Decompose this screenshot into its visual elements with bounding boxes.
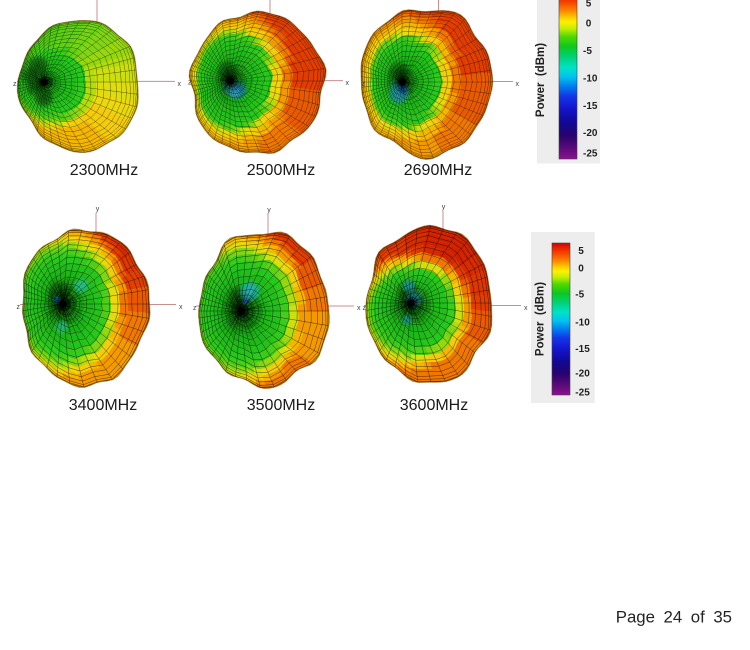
svg-text:5: 5 <box>586 0 592 10</box>
svg-text:3400MHz: 3400MHz <box>69 397 137 414</box>
svg-text:5: 5 <box>578 246 584 257</box>
svg-text:2500MHz: 2500MHz <box>247 162 315 179</box>
svg-text:y: y <box>96 206 100 213</box>
svg-text:3600MHz: 3600MHz <box>400 397 468 414</box>
svg-text:Power (dBm): Power (dBm) <box>535 43 547 117</box>
svg-text:z: z <box>188 80 192 87</box>
svg-text:z: z <box>363 305 367 312</box>
svg-text:-25: -25 <box>583 149 598 160</box>
svg-text:x: x <box>179 304 183 311</box>
svg-text:x: x <box>524 305 528 312</box>
svg-text:z: z <box>17 304 21 311</box>
svg-text:y: y <box>442 204 446 211</box>
svg-text:2300MHz: 2300MHz <box>70 162 138 179</box>
svg-text:-15: -15 <box>583 101 598 112</box>
svg-text:Power (dBm): Power (dBm) <box>535 282 547 356</box>
svg-text:x: x <box>357 305 361 312</box>
svg-text:-10: -10 <box>583 74 598 85</box>
svg-text:0: 0 <box>578 264 584 275</box>
svg-text:x: x <box>516 81 520 88</box>
svg-text:Page 24 of 35: Page 24 of 35 <box>616 608 732 627</box>
svg-text:z: z <box>13 81 17 88</box>
svg-text:-5: -5 <box>583 46 592 57</box>
svg-text:3500MHz: 3500MHz <box>247 397 315 414</box>
svg-text:z: z <box>193 305 197 312</box>
svg-text:y: y <box>267 207 271 214</box>
svg-text:-10: -10 <box>575 318 590 329</box>
svg-text:x: x <box>178 81 182 88</box>
svg-text:0: 0 <box>586 19 592 30</box>
svg-text:2690MHz: 2690MHz <box>404 162 472 179</box>
svg-text:-20: -20 <box>583 128 598 139</box>
svg-text:-25: -25 <box>575 388 590 399</box>
svg-text:z: z <box>362 81 366 88</box>
svg-text:x: x <box>346 80 350 87</box>
svg-text:-15: -15 <box>575 344 590 355</box>
svg-text:-20: -20 <box>575 369 590 380</box>
svg-text:-5: -5 <box>575 290 584 301</box>
